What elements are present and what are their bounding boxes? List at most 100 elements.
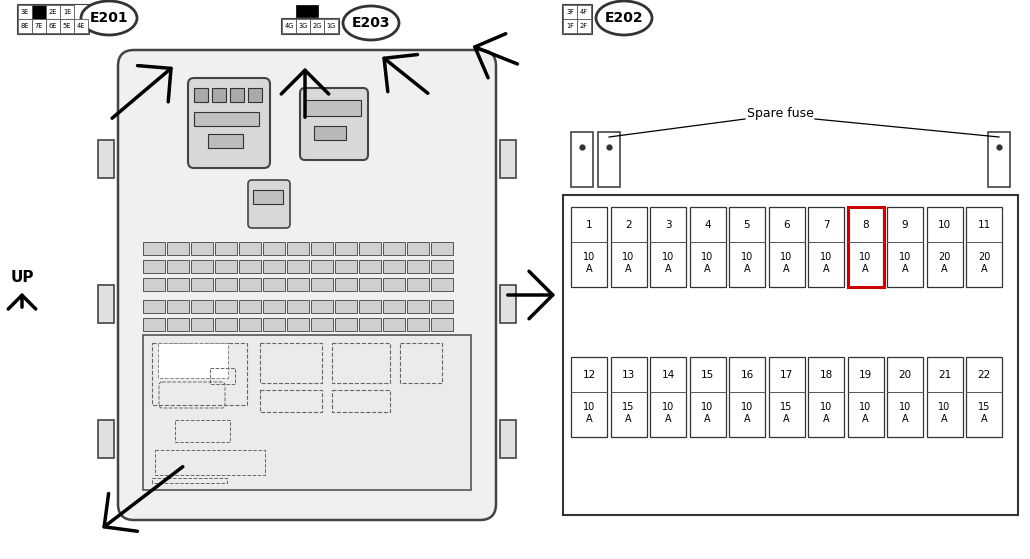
Text: 17: 17: [780, 369, 793, 380]
Bar: [191, 260, 213, 273]
Text: 21: 21: [938, 369, 951, 380]
Bar: [215, 260, 237, 273]
Text: A: A: [981, 414, 988, 424]
Bar: [407, 260, 430, 273]
Bar: [158, 343, 228, 378]
Bar: [729, 207, 765, 287]
Text: 9: 9: [901, 220, 908, 230]
Bar: [239, 278, 261, 291]
Bar: [324, 19, 338, 33]
Text: 1: 1: [586, 220, 592, 230]
Text: A: A: [625, 264, 631, 273]
Bar: [729, 357, 765, 437]
Text: UP: UP: [10, 271, 34, 286]
Text: 10: 10: [938, 220, 951, 230]
Bar: [191, 278, 213, 291]
Text: 2G: 2G: [312, 23, 321, 29]
Bar: [194, 112, 259, 126]
Text: 8E: 8E: [21, 23, 29, 29]
Bar: [650, 207, 686, 287]
Text: A: A: [625, 414, 631, 424]
Bar: [215, 278, 237, 291]
Text: 6: 6: [783, 220, 790, 230]
Text: 16: 16: [741, 369, 754, 380]
Bar: [167, 242, 188, 255]
Bar: [143, 300, 165, 313]
Bar: [563, 5, 577, 19]
Text: 14: 14: [661, 369, 675, 380]
Text: 19: 19: [859, 369, 872, 380]
Text: A: A: [941, 414, 948, 424]
Bar: [966, 207, 1002, 287]
Bar: [191, 300, 213, 313]
Bar: [577, 19, 591, 33]
Text: 18: 18: [820, 369, 832, 380]
Bar: [282, 19, 296, 33]
Text: 10: 10: [741, 401, 753, 411]
Bar: [230, 88, 244, 102]
Text: A: A: [586, 414, 592, 424]
Bar: [848, 357, 884, 437]
Bar: [310, 19, 324, 33]
Text: 15: 15: [622, 401, 634, 411]
FancyBboxPatch shape: [300, 88, 368, 160]
Bar: [143, 335, 471, 490]
Bar: [359, 260, 381, 273]
Bar: [263, 260, 285, 273]
Text: A: A: [744, 264, 750, 273]
Bar: [431, 300, 453, 313]
Bar: [212, 88, 226, 102]
Bar: [143, 318, 165, 331]
Bar: [311, 300, 333, 313]
Text: E202: E202: [605, 11, 644, 25]
Bar: [598, 132, 620, 187]
Ellipse shape: [343, 6, 399, 40]
Bar: [311, 318, 333, 331]
Bar: [407, 318, 430, 331]
Bar: [167, 318, 188, 331]
Text: 10: 10: [899, 401, 912, 411]
Text: 2: 2: [625, 220, 631, 230]
Bar: [808, 357, 844, 437]
Bar: [400, 343, 442, 383]
Bar: [335, 278, 357, 291]
Bar: [98, 285, 114, 323]
Bar: [239, 300, 261, 313]
Bar: [689, 207, 725, 287]
Text: 10: 10: [622, 252, 634, 262]
Bar: [383, 318, 405, 331]
Bar: [383, 300, 405, 313]
Text: 5E: 5E: [63, 23, 71, 29]
Bar: [208, 134, 243, 148]
Text: 3G: 3G: [299, 23, 308, 29]
Text: 10: 10: [859, 401, 871, 411]
Bar: [143, 260, 165, 273]
Bar: [191, 318, 213, 331]
Bar: [239, 260, 261, 273]
Text: 20: 20: [898, 369, 912, 380]
Bar: [383, 242, 405, 255]
Text: A: A: [981, 264, 988, 273]
FancyBboxPatch shape: [248, 180, 290, 228]
Text: 7E: 7E: [35, 23, 43, 29]
Bar: [287, 260, 309, 273]
Bar: [768, 357, 804, 437]
Bar: [263, 300, 285, 313]
Text: 3F: 3F: [566, 9, 574, 15]
Bar: [689, 357, 725, 437]
Bar: [74, 19, 88, 33]
Text: A: A: [823, 264, 829, 273]
Text: A: A: [705, 414, 711, 424]
Bar: [260, 343, 322, 383]
Bar: [650, 357, 686, 437]
Text: 15: 15: [781, 401, 793, 411]
Bar: [152, 343, 247, 405]
Bar: [46, 5, 60, 19]
Text: A: A: [901, 414, 908, 424]
Bar: [263, 318, 285, 331]
Text: 6E: 6E: [48, 23, 58, 29]
Bar: [611, 357, 647, 437]
Bar: [175, 420, 230, 442]
Text: 2F: 2F: [580, 23, 588, 29]
Bar: [563, 195, 1018, 515]
